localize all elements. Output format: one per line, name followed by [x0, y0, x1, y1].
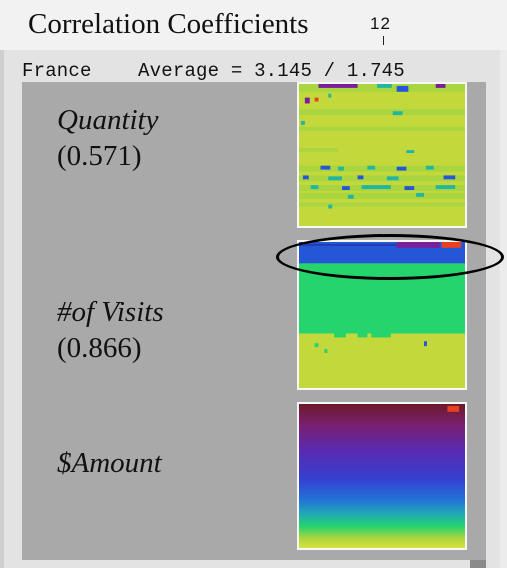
amount-heatmap-svg — [299, 404, 465, 548]
highlight-ellipse — [276, 234, 504, 280]
quantity-heatmap[interactable] — [297, 82, 467, 228]
visits-label: #of Visits (0.866) — [57, 294, 164, 366]
amount-heatmap[interactable] — [297, 402, 467, 550]
quantity-coefficient: (0.571) — [57, 140, 142, 172]
quantity-label: Quantity (0.571) — [57, 102, 159, 174]
average-readout: Average = 3.145 / 1.745 — [138, 60, 405, 82]
amount-name: $Amount — [57, 447, 162, 479]
quantity-heatmap-svg — [299, 84, 465, 226]
visits-coefficient: (0.866) — [57, 332, 142, 364]
window-right-edge — [500, 50, 507, 568]
scale-tick-mark — [383, 36, 384, 45]
summary-line: France Average = 3.145 / 1.745 — [22, 60, 405, 82]
amount-label: $Amount — [57, 445, 162, 481]
visits-name: #of Visits — [57, 296, 164, 328]
title-bar: Correlation Coefficients 12 — [0, 0, 507, 50]
country-label: France — [22, 60, 92, 82]
window-left-edge — [0, 50, 4, 568]
quantity-name: Quantity — [57, 104, 159, 136]
window-title: Correlation Coefficients — [28, 8, 309, 40]
scale-tick-label: 12 — [370, 14, 391, 33]
